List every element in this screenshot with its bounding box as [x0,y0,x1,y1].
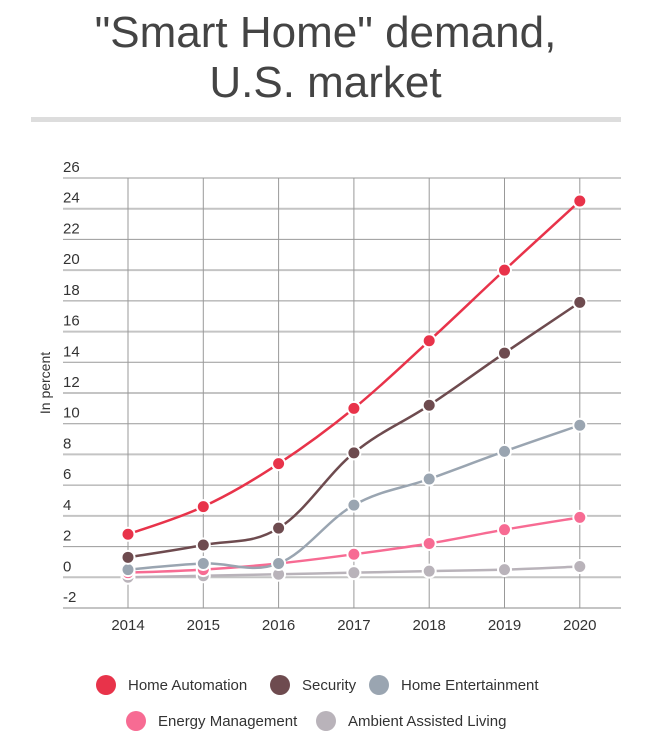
y-axis-label: In percent [37,352,53,414]
y-tick-label: 20 [63,251,80,268]
data-point [572,509,588,525]
x-tick-label: 2020 [563,617,596,634]
data-point [497,522,512,538]
x-tick-label: 2014 [111,617,144,634]
data-point [195,499,211,515]
legend-item: Ambient Assisted Living [316,711,506,731]
y-tick-label: 22 [63,220,80,237]
title-line-1: "Smart Home" demand, [94,8,557,57]
y-tick-label: 24 [63,190,80,207]
data-point [421,397,437,413]
y-tick-label: 6 [63,466,71,483]
legend-item: Home Automation [96,675,247,695]
legend-label: Security [302,676,357,694]
data-point [346,400,362,416]
data-point [120,526,136,542]
data-point [497,443,512,459]
x-tick-label: 2016 [262,617,295,634]
legend-marker-icon [369,675,389,695]
y-tick-label: 10 [63,405,80,422]
chart-title: "Smart Home" demand, U.S. market [0,8,651,108]
legend-marker-icon [96,675,116,695]
data-point [421,471,437,487]
data-point [271,555,287,571]
legend-label: Energy Management [158,712,298,730]
data-point [572,559,588,575]
y-tick-label: 4 [63,497,71,514]
legend-marker-icon [316,711,336,731]
data-point [195,537,211,553]
data-point [346,565,362,581]
x-tick-label: 2019 [488,617,521,634]
y-tick-label: 8 [63,435,71,452]
legend-marker-icon [270,675,290,695]
data-point [346,445,362,461]
x-tick-label: 2017 [337,617,370,634]
data-point [572,294,588,310]
x-tick-label: 2015 [187,617,220,634]
data-point [346,546,362,562]
data-point [572,193,588,209]
legend-label: Home Automation [128,676,248,694]
data-point [421,536,437,551]
data-point [195,555,211,571]
y-tick-label: 18 [63,282,80,299]
y-tick-label: 2 [63,528,71,545]
data-point [346,497,362,513]
y-tick-label: 0 [63,558,71,575]
data-point [271,520,287,536]
title-line-2: U.S. market [209,58,442,107]
legend-item: Energy Management [126,711,297,731]
legend-label: Home Entertainment [401,676,539,694]
y-tick-label: 14 [63,343,80,360]
x-tick-label: 2018 [413,617,446,634]
y-tick-label: 16 [63,313,80,330]
legend-label: Ambient Assisted Living [348,712,507,730]
legend-marker-icon [126,711,146,731]
data-point [120,549,136,565]
legend-item: Security [270,675,356,695]
legend-item: Home Entertainment [369,675,539,695]
data-point [271,456,287,472]
title-divider [31,117,621,122]
data-point [497,562,512,578]
data-point [497,262,512,278]
data-point [421,563,437,579]
data-point [497,345,512,361]
data-point [572,417,588,433]
data-point [120,562,136,578]
data-point [421,333,437,349]
y-tick-label: 12 [63,374,80,391]
y-tick-label: -2 [63,589,76,606]
y-tick-label: 26 [63,159,80,176]
